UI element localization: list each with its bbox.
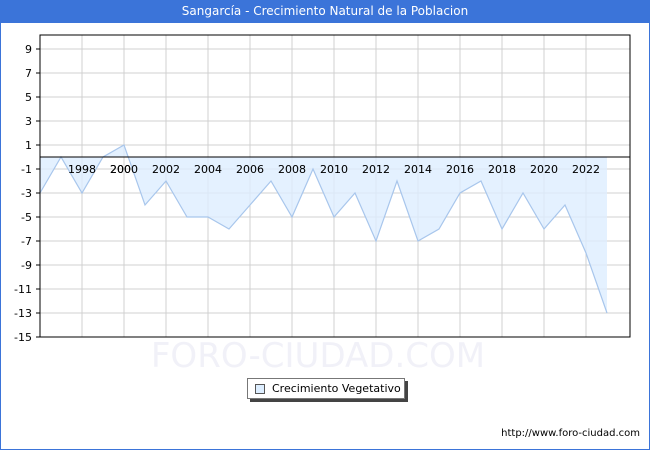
y-tick-label: 9 [25,43,32,56]
y-tick-label: 3 [25,115,32,128]
y-tick-label: -3 [21,187,32,200]
source-url: http://www.foro-ciudad.com [501,428,640,439]
watermark: FORO-CIUDAD.COM [151,336,485,376]
y-tick-label: -13 [14,307,32,320]
x-tick-label: 2016 [446,163,474,176]
x-tick-label: 2002 [152,163,180,176]
series-line [39,144,608,314]
y-tick-label: -5 [21,211,32,224]
x-tick-label: 2020 [530,163,558,176]
y-tick-label: -1 [21,163,32,176]
x-tick-label: 2022 [572,163,600,176]
legend-swatch-icon [255,384,265,394]
y-tick-label: -7 [21,235,32,248]
y-tick-label: -9 [21,259,32,272]
x-tick-label: 1998 [68,163,96,176]
area-fill [40,145,607,313]
x-tick-label: 2004 [194,163,222,176]
x-tick-label: 2010 [320,163,348,176]
plot-border [39,34,631,338]
y-tick-label: -11 [14,283,32,296]
x-tick-label: 2014 [404,163,432,176]
y-tick-label: 1 [25,139,32,152]
y-tick-label: 5 [25,91,32,104]
x-tick-label: 2000 [110,163,138,176]
x-tick-label: 2008 [278,163,306,176]
chart-title: Sangarcía - Crecimiento Natural de la Po… [0,0,650,23]
y-tick-label: 7 [25,67,32,80]
legend-label: Crecimiento Vegetativo [272,382,401,395]
x-tick-label: 2012 [362,163,390,176]
legend: Crecimiento Vegetativo [247,378,405,399]
x-tick-label: 2006 [236,163,264,176]
y-tick-label: -15 [14,331,32,344]
x-tick-label: 2018 [488,163,516,176]
